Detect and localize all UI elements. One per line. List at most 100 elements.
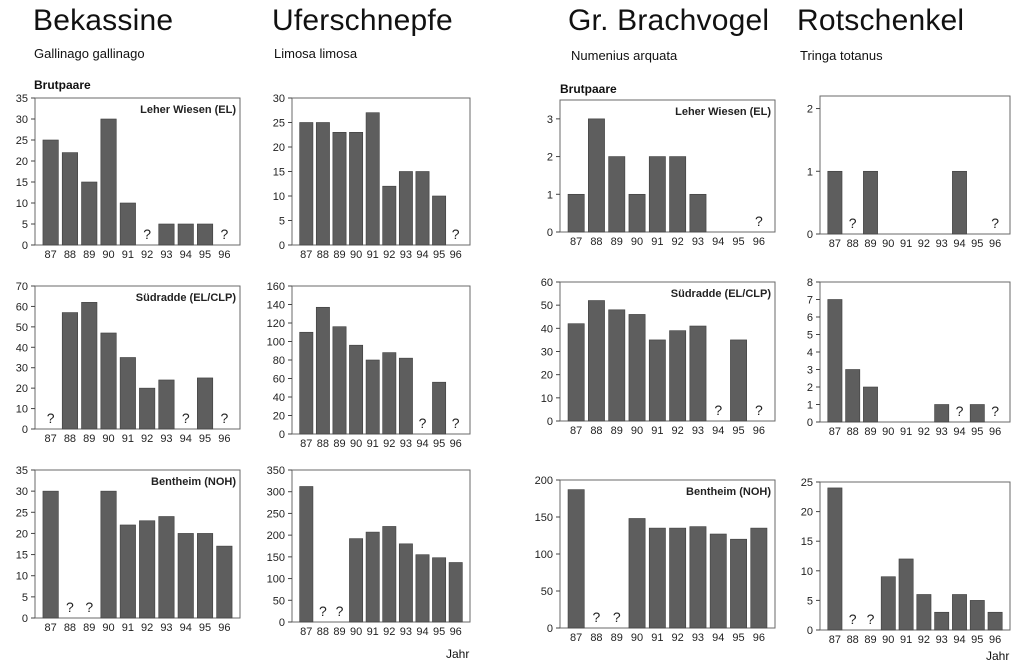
x-tick-label: 87 bbox=[300, 249, 312, 261]
x-tick-label: 87 bbox=[570, 236, 582, 248]
bar-90 bbox=[628, 314, 646, 422]
x-tick-label: 87 bbox=[829, 426, 841, 438]
x-tick-label: 95 bbox=[199, 433, 211, 445]
chart-rotschenkel-leher-wiesen-el: 0 1 2 87? 88 89 90 91 92 93 94 95? 96 bbox=[807, 95, 1011, 250]
bar-94 bbox=[177, 223, 194, 246]
bar-91 bbox=[365, 112, 380, 246]
y-tick-label: 15 bbox=[801, 536, 813, 548]
y-tick-label: 0 bbox=[279, 240, 285, 252]
x-tick-label: 93 bbox=[400, 249, 412, 261]
y-tick-label: 50 bbox=[273, 595, 285, 607]
x-tick-label: 87 bbox=[45, 249, 57, 261]
unknown-marker-96: ? bbox=[220, 410, 228, 426]
bar-95 bbox=[730, 339, 747, 422]
bar-92 bbox=[669, 330, 687, 422]
y-tick-label: 20 bbox=[801, 507, 813, 519]
x-tick-label: 91 bbox=[122, 433, 134, 445]
unknown-marker-89: ? bbox=[867, 611, 875, 627]
y-tick-label: 350 bbox=[267, 465, 285, 477]
y-tick-label: 20 bbox=[16, 383, 28, 395]
x-tick-label: 90 bbox=[882, 238, 894, 250]
bar-90 bbox=[349, 344, 364, 435]
y-tick-label: 2 bbox=[807, 104, 813, 116]
bar-90 bbox=[628, 518, 646, 629]
x-tick-label: 89 bbox=[864, 238, 876, 250]
x-tick-label: 93 bbox=[400, 626, 412, 638]
y-tick-label: 0 bbox=[279, 429, 285, 441]
bar-94 bbox=[952, 594, 967, 631]
bar-87 bbox=[299, 486, 314, 623]
y-tick-label: 0 bbox=[279, 617, 285, 629]
x-tick-label: 96 bbox=[989, 426, 1001, 438]
unknown-marker-96: ? bbox=[755, 213, 763, 229]
x-tick-label: 90 bbox=[102, 433, 114, 445]
y-tick-label: 6 bbox=[807, 312, 813, 324]
chart-gr-brachvogel-bentheim-noh: 0 50 100 150 200 87? 88? 89 90 91 92 93 94 95 96 Benthe… bbox=[535, 475, 776, 644]
bar-89 bbox=[863, 386, 878, 423]
bar-93 bbox=[158, 516, 175, 619]
y-tick-label: 5 bbox=[807, 330, 813, 342]
x-tick-label: 94 bbox=[712, 632, 724, 644]
y-tick-label: 30 bbox=[16, 363, 28, 375]
x-tick-label: 88 bbox=[64, 433, 76, 445]
x-tick-label: 96 bbox=[218, 622, 230, 634]
x-tick-label: 89 bbox=[333, 249, 345, 261]
x-tick-label: 96 bbox=[450, 249, 462, 261]
bar-90 bbox=[349, 132, 364, 246]
x-tick-label: 96 bbox=[753, 236, 765, 248]
bar-93 bbox=[398, 543, 413, 623]
y-tick-label: 25 bbox=[16, 135, 28, 147]
unknown-marker-88: ? bbox=[319, 603, 327, 619]
bar-92 bbox=[382, 526, 397, 623]
bar-96 bbox=[987, 611, 1003, 631]
chart-gr-brachvogel-s-dradde-el-clp: 0 10 20 30 40 50 60 87 88 89 90 91 92 93? 94 95? 96 Südra… bbox=[541, 277, 776, 437]
x-tick-label: 92 bbox=[918, 238, 930, 250]
bar-95 bbox=[969, 404, 985, 423]
x-tick-label: 93 bbox=[160, 433, 172, 445]
species-latin-bekassine: Gallinago gallinago bbox=[34, 46, 145, 61]
x-tick-label: 88 bbox=[847, 634, 859, 646]
y-tick-label: 5 bbox=[22, 592, 28, 604]
x-tick-label: 87 bbox=[570, 632, 582, 644]
y-tick-label: 30 bbox=[16, 114, 28, 126]
x-tick-label: 94 bbox=[953, 634, 965, 646]
y-tick-label: 80 bbox=[273, 355, 285, 367]
x-tick-label: 92 bbox=[672, 236, 684, 248]
x-tick-label: 95 bbox=[732, 425, 744, 437]
bar-91 bbox=[648, 527, 666, 629]
y-tick-label: 0 bbox=[22, 424, 28, 436]
bar-89 bbox=[332, 326, 347, 435]
x-tick-label: 89 bbox=[611, 632, 623, 644]
x-tick-label: 91 bbox=[367, 438, 379, 450]
x-tick-label: 95 bbox=[732, 632, 744, 644]
y-tick-label: 35 bbox=[16, 465, 28, 477]
unknown-marker-88: ? bbox=[593, 609, 601, 625]
x-tick-label: 88 bbox=[590, 632, 602, 644]
y-tick-label: 4 bbox=[807, 347, 813, 359]
x-tick-label: 91 bbox=[122, 249, 134, 261]
x-tick-label: 96 bbox=[218, 433, 230, 445]
site-label: Südradde (EL/CLP) bbox=[671, 288, 772, 300]
bar-90 bbox=[100, 332, 117, 430]
x-tick-label: 92 bbox=[383, 438, 395, 450]
bar-90 bbox=[349, 538, 364, 623]
y-tick-label: 20 bbox=[273, 142, 285, 154]
x-tick-label: 95 bbox=[199, 622, 211, 634]
bar-94 bbox=[415, 171, 430, 246]
x-tick-label: 89 bbox=[333, 626, 345, 638]
bar-95 bbox=[730, 538, 747, 629]
unknown-marker-94: ? bbox=[182, 410, 190, 426]
chart-gr-brachvogel-leher-wiesen-el: 0 1 2 3 87 88 89 90 91 92 93 94 95? 96 Leher Wiesen (E… bbox=[547, 99, 776, 248]
bar-89 bbox=[608, 309, 626, 422]
site-label: Bentheim (NOH) bbox=[686, 486, 771, 498]
x-tick-label: 88 bbox=[64, 249, 76, 261]
chart-bekassine-leher-wiesen-el: 0 5 10 15 20 25 30 35 87 88 89 90 91? 92 93 94 95? 96 Lehe… bbox=[16, 93, 241, 261]
y-unit-label-right: Brutpaare bbox=[560, 82, 617, 96]
y-tick-label: 150 bbox=[267, 552, 285, 564]
x-tick-label: 95 bbox=[433, 626, 445, 638]
x-tick-label: 93 bbox=[160, 622, 172, 634]
x-tick-label: 94 bbox=[416, 438, 428, 450]
x-tick-label: 92 bbox=[383, 626, 395, 638]
bar-87 bbox=[567, 323, 585, 422]
bar-93 bbox=[158, 223, 175, 246]
